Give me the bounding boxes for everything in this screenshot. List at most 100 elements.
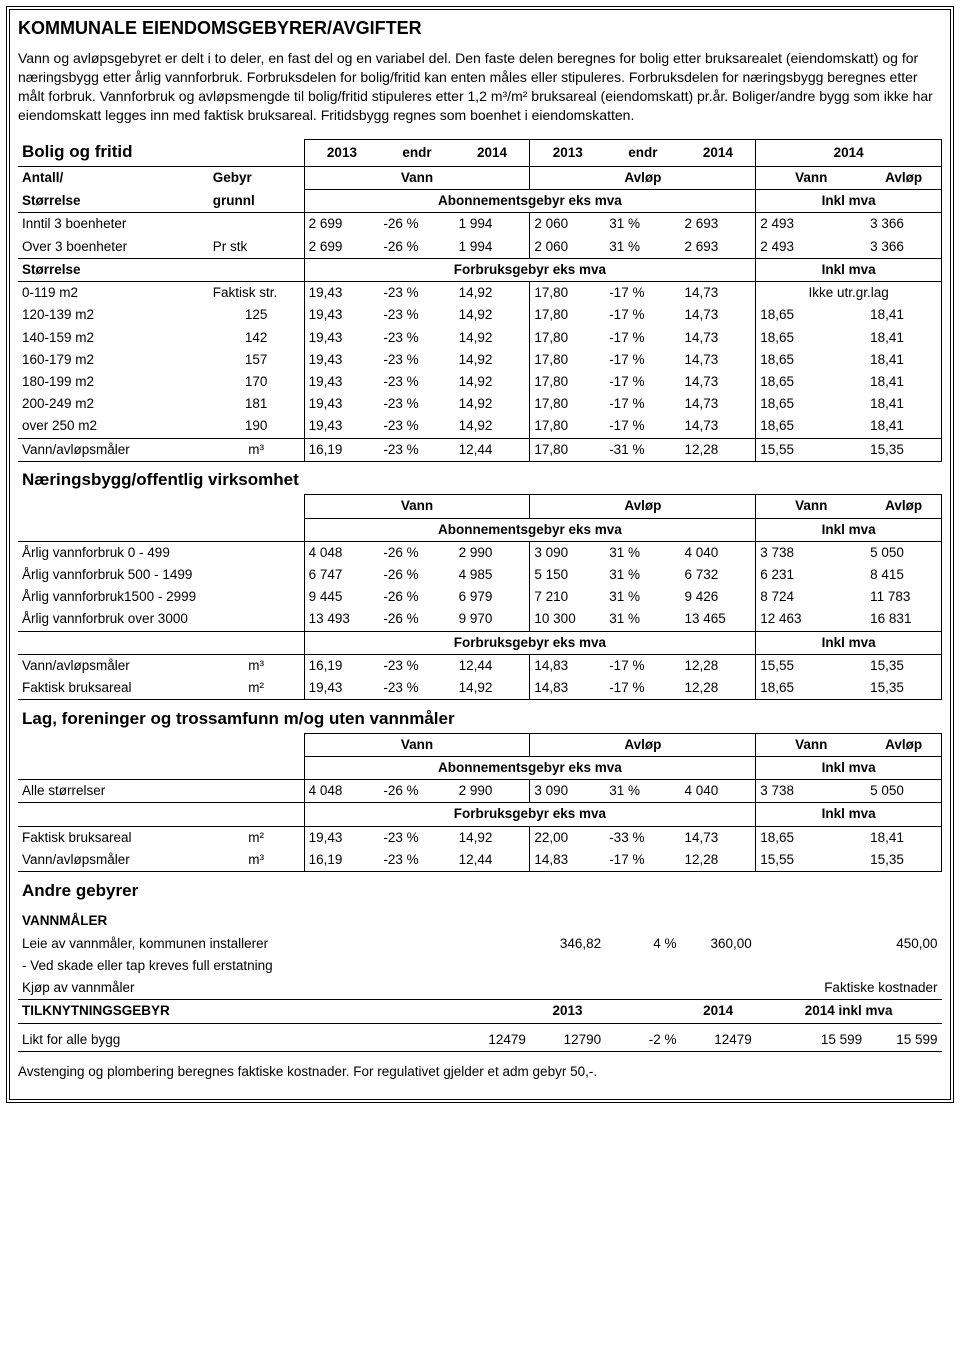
hdr-avlop: Avløp (866, 495, 941, 518)
table-row: 0-119 m2 Faktisk str. 19,43 -23 % 14,92 … (18, 282, 942, 305)
cell: 4 985 (455, 564, 530, 586)
cell: 12,28 (680, 677, 755, 700)
row-label: 180-199 m2 (18, 371, 209, 393)
hdr-inkl: Inkl mva (756, 803, 942, 826)
cell: 12,44 (455, 438, 530, 461)
row-label: 200-249 m2 (18, 393, 209, 415)
cell: 190 (209, 415, 304, 438)
cell: -23 % (379, 849, 454, 872)
cell: -26 % (379, 608, 454, 631)
cell: -23 % (379, 349, 454, 371)
footer-note: Avstenging og plombering beregnes faktis… (18, 1064, 942, 1079)
cell: 9 445 (304, 586, 379, 608)
cell: 14,73 (680, 371, 755, 393)
cell: -26 % (379, 213, 454, 236)
cell: 18,65 (756, 826, 866, 849)
hdr-antall: Antall/ (18, 167, 209, 190)
cell: -17 % (605, 282, 680, 305)
cell: 13 493 (304, 608, 379, 631)
row-label: Faktisk bruksareal (18, 826, 209, 849)
cell: -23 % (379, 371, 454, 393)
cell: 19,43 (304, 677, 379, 700)
cell: 16,19 (304, 654, 379, 677)
table-row: Faktisk bruksarealm² 19,43-23 %14,92 14,… (18, 677, 942, 700)
cell: 9 970 (455, 608, 530, 631)
table-row: 200-249 m2181 19,43-23 %14,92 17,80-17 %… (18, 393, 942, 415)
cell: 2 990 (455, 780, 530, 803)
cell: 3 090 (530, 780, 605, 803)
section-title: Næringsbygg/offentlig virksomhet (18, 467, 942, 494)
row-label: Leie av vannmåler, kommunen installerer (18, 933, 530, 955)
cell: 1 994 (455, 236, 530, 259)
header-row: Størrelse grunnl Abonnementsgebyr eks mv… (18, 190, 942, 213)
row-label: Over 3 boenheter (18, 236, 209, 259)
vannmaler-heading: VANNMÅLER (18, 910, 942, 932)
hdr-inkl-2014: 2014 inkl mva (756, 1000, 942, 1023)
cell: 346,82 (530, 933, 605, 955)
cell (209, 213, 304, 236)
cell: 14,73 (680, 327, 755, 349)
cell: 10 300 (530, 608, 605, 631)
hdr-forbruk: Forbruksgebyr eks mva (304, 803, 756, 826)
table-row: Årlig vannforbruk 500 - 1499 6 747-26 %4… (18, 564, 942, 586)
cell: Faktisk str. (209, 282, 304, 305)
cell: 8 415 (866, 564, 941, 586)
row-label: Vann/avløpsmåler (18, 849, 209, 872)
table-row: Likt for alle bygg 12479 12790 -2 % 1247… (18, 1029, 942, 1052)
cell: 12 463 (756, 608, 866, 631)
row-label: over 250 m2 (18, 415, 209, 438)
row-label: Faktisk bruksareal (18, 677, 209, 700)
cell: -23 % (379, 327, 454, 349)
cell: m³ (209, 654, 304, 677)
cell: 17,80 (530, 282, 605, 305)
cell: 12,44 (455, 849, 530, 872)
hdr-vann: Vann (756, 167, 866, 190)
table-bolig-fritid: Bolig og fritid 2013 endr 2014 2013 endr… (18, 139, 942, 1053)
hdr-2013: 2013 (304, 139, 379, 166)
cell: 4 040 (680, 780, 755, 803)
cell: 15,35 (866, 849, 941, 872)
cell: -23 % (379, 826, 454, 849)
cell: 16,19 (304, 849, 379, 872)
hdr-vann: Vann (304, 167, 530, 190)
header-row: Abonnementsgebyr eks mva Inkl mva (18, 756, 942, 779)
cell: 14,73 (680, 393, 755, 415)
hdr-storrelse: Størrelse (18, 190, 209, 213)
row-label: Årlig vannforbruk 0 - 499 (18, 541, 304, 564)
cell: 14,73 (680, 304, 755, 326)
cell: m² (209, 677, 304, 700)
cell: 3 366 (866, 236, 941, 259)
cell: 31 % (605, 236, 680, 259)
cell: 18,41 (866, 393, 941, 415)
cell: 16 831 (866, 608, 941, 631)
hdr-2014: 2014 (680, 139, 755, 166)
hdr-inkl: Inkl mva (756, 190, 942, 213)
cell: 4 048 (304, 780, 379, 803)
table-row: 120-139 m2125 19,43-23 %14,92 17,80-17 %… (18, 304, 942, 326)
table-row: Inntil 3 boenheter 2 699 -26 % 1 994 2 0… (18, 213, 942, 236)
cell: -26 % (379, 236, 454, 259)
cell: 17,80 (530, 393, 605, 415)
cell: 12479 (455, 1029, 530, 1052)
cell: 2 060 (530, 213, 605, 236)
hdr-endr: endr (379, 139, 454, 166)
cell: 157 (209, 349, 304, 371)
cell: -17 % (605, 677, 680, 700)
hdr-inkl: Inkl mva (756, 258, 942, 281)
table-row: Årlig vannforbruk1500 - 2999 9 445-26 %6… (18, 586, 942, 608)
cell: 2 693 (680, 236, 755, 259)
hdr-inkl: Inkl mva (756, 518, 942, 541)
cell: 19,43 (304, 415, 379, 438)
cell: 18,41 (866, 304, 941, 326)
cell: 18,65 (756, 677, 866, 700)
document-page: KOMMUNALE EIENDOMSGEBYRER/AVGIFTER Vann … (6, 6, 954, 1103)
hdr-grunnl: grunnl (209, 190, 304, 213)
cell: -33 % (605, 826, 680, 849)
subheader-row: VANNMÅLER (18, 910, 942, 932)
subheader-row: Størrelse Forbruksgebyr eks mva Inkl mva (18, 258, 942, 281)
subheader-row: Forbruksgebyr eks mva Inkl mva (18, 631, 942, 654)
cell: -23 % (379, 677, 454, 700)
cell: 12,28 (680, 438, 755, 461)
header-row: Abonnementsgebyr eks mva Inkl mva (18, 518, 942, 541)
cell: 31 % (605, 586, 680, 608)
